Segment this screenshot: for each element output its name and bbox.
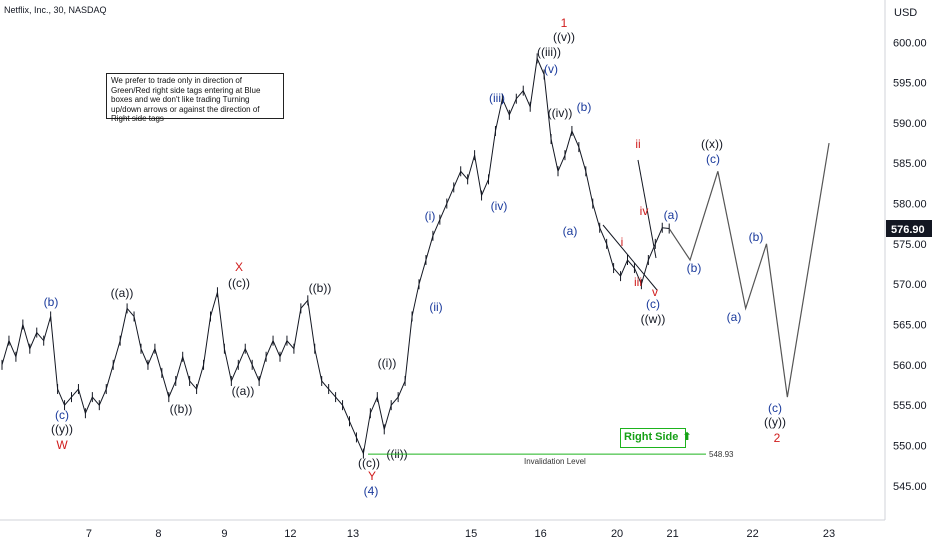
y-tick-label: 575.00 [893, 239, 927, 251]
wave-label: ((y)) [764, 415, 786, 429]
wave-label: (i) [425, 209, 436, 223]
y-tick-label: 585.00 [893, 158, 927, 170]
y-tick-label: 595.00 [893, 78, 927, 90]
x-tick-label: 20 [611, 528, 623, 540]
chart-title: Netflix, Inc., 30, NASDAQ [4, 5, 107, 15]
wave-label: (iv) [491, 199, 508, 213]
wave-label: ((i)) [378, 356, 397, 370]
wave-label: ((a)) [232, 384, 255, 398]
current-price-value: 576.90 [891, 224, 925, 236]
x-tick-label: 15 [465, 528, 477, 540]
y-tick-label: 545.00 [893, 481, 927, 493]
wave-label: (a) [664, 208, 679, 222]
y-tick-label: 550.00 [893, 440, 927, 452]
wave-label: ((iv)) [548, 106, 573, 120]
wave-label: ((x)) [701, 137, 723, 151]
wave-label: (c) [55, 408, 69, 422]
x-tick-label: 7 [86, 528, 92, 540]
invalidation-value: 548.93 [709, 450, 734, 459]
x-tick-label: 13 [347, 528, 359, 540]
wave-label: ((b)) [309, 281, 332, 295]
wave-label: (b) [577, 100, 592, 114]
wave-label: (c) [646, 297, 660, 311]
current-price-tag: 576.90 [886, 220, 932, 237]
x-tick-label: 21 [667, 528, 679, 540]
plot-area[interactable] [1, 53, 830, 459]
wave-label: X [235, 260, 243, 274]
wave-label: ((w)) [641, 312, 666, 326]
wave-label: (b) [687, 261, 702, 275]
wave-label: Y [368, 469, 376, 483]
wave-label: ((a)) [111, 286, 134, 300]
currency-label: USD [894, 7, 917, 19]
wave-label: iii [634, 275, 642, 289]
wave-label: (c) [768, 401, 782, 415]
y-tick-label: 565.00 [893, 320, 927, 332]
wave-label: (b) [44, 295, 59, 309]
wave-label: ((c)) [358, 456, 380, 470]
wedge-line [637, 159, 657, 259]
x-tick-label: 22 [746, 528, 758, 540]
wave-label: (b) [749, 230, 764, 244]
wave-label: 1 [561, 16, 568, 30]
wave-label: (ii) [429, 300, 442, 314]
wave-label: (iii) [489, 91, 505, 105]
wave-label: ((v)) [553, 30, 575, 44]
x-tick-label: 9 [221, 528, 227, 540]
x-tick-label: 16 [535, 528, 547, 540]
note-text: We prefer to trade only in direction of … [111, 76, 261, 123]
right-side-label: Right Side [624, 431, 679, 443]
projection-path-line [668, 142, 830, 398]
wave-label: v [652, 285, 658, 299]
wave-label: ((iii)) [537, 45, 561, 59]
wedge-line [602, 224, 658, 291]
y-tick-label: 590.00 [893, 118, 927, 130]
price-axis[interactable]: USD 545.00 550.00 555.00 560.00 565.00 570.00… [884, 0, 927, 520]
right-side-tag: Right Side ⬆ [620, 428, 692, 448]
wave-label: (a) [563, 224, 578, 238]
y-tick-label: 555.00 [893, 400, 927, 412]
wave-label: (c) [706, 152, 720, 166]
y-tick-label: 570.00 [893, 279, 927, 291]
x-tick-label: 12 [284, 528, 296, 540]
wave-label: (a) [727, 310, 742, 324]
x-tick-label: 8 [155, 528, 161, 540]
arrow-up-icon: ⬆ [682, 431, 692, 443]
y-tick-label: 560.00 [893, 360, 927, 372]
wave-label: 2 [774, 431, 781, 445]
wave-label: ((b)) [170, 402, 193, 416]
wave-label: (4) [364, 484, 379, 498]
wave-label: iv [640, 204, 649, 218]
wave-label: W [56, 438, 68, 452]
wave-labels: (b)(c)((y))W((a))((b))X((c))((a))((b))((… [44, 16, 786, 498]
trading-note: We prefer to trade only in direction of … [106, 73, 284, 123]
wave-label: i [621, 235, 624, 249]
time-axis[interactable]: 7 8 9 12 13 15 16 20 21 22 23 [0, 519, 885, 540]
x-tick-label: 23 [823, 528, 835, 540]
wave-label: ii [635, 137, 640, 151]
invalidation-line: Invalidation Level 548.93 [368, 450, 734, 466]
y-tick-label: 600.00 [893, 37, 927, 49]
y-tick-label: 580.00 [893, 199, 927, 211]
invalidation-label: Invalidation Level [524, 457, 586, 466]
wave-label: ((c)) [228, 276, 250, 290]
wave-label: ((y)) [51, 422, 73, 436]
wave-label: (v) [544, 62, 558, 76]
